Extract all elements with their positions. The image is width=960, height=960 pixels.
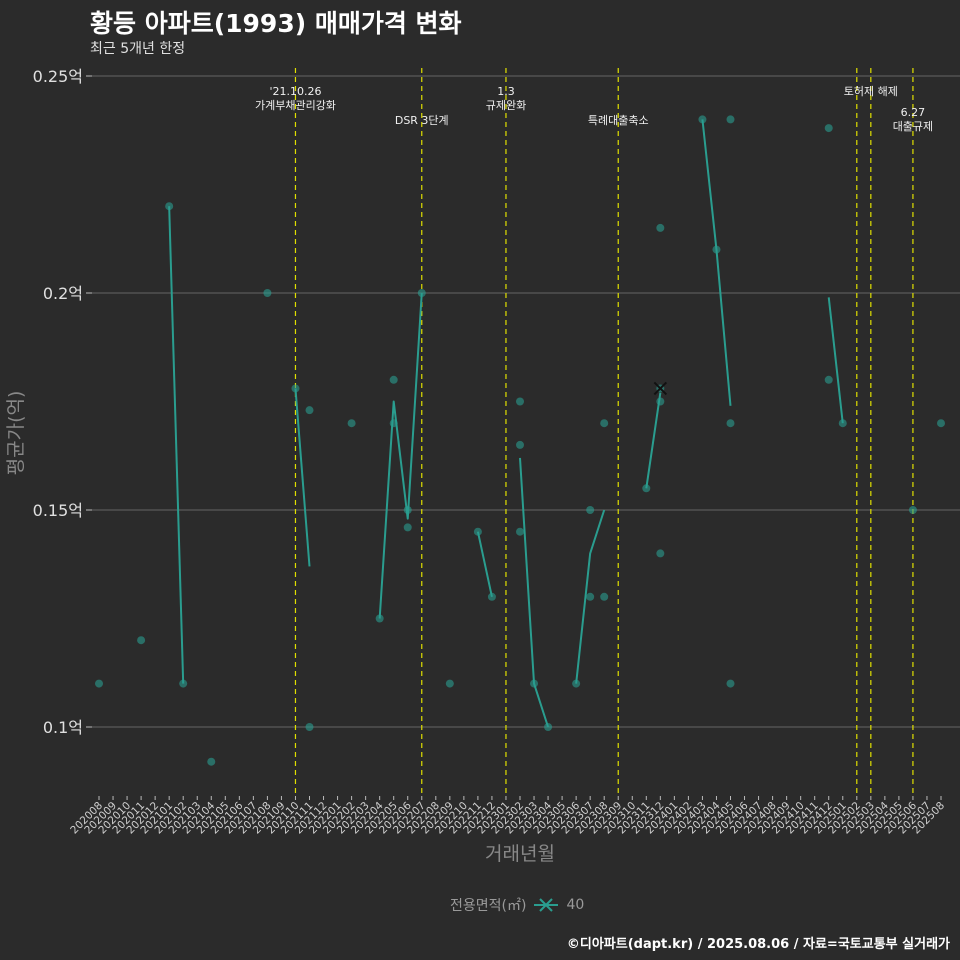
x-axis-title: 거래년월 (485, 843, 555, 865)
series-line (575, 509, 606, 684)
data-point (726, 679, 735, 688)
legend-entry-40: 40 (566, 897, 585, 913)
legend-title: 전용면적(㎡) (450, 898, 527, 914)
chart-subtitle: 최근 5개년 한정 (90, 41, 186, 57)
data-point (207, 757, 216, 766)
data-point (530, 679, 539, 688)
data-point (291, 384, 300, 393)
data-point (586, 506, 595, 514)
data-point (305, 723, 314, 731)
data-point (403, 506, 412, 514)
data-point (726, 419, 735, 428)
data-point (656, 549, 665, 558)
data-point (263, 289, 272, 297)
data-point (712, 245, 721, 254)
series-line (378, 292, 423, 619)
data-point (600, 419, 609, 428)
series-line (168, 206, 185, 684)
event-label: 1.3 (497, 85, 515, 98)
y-axis-title: 평균가(억) (5, 391, 27, 476)
series-line (294, 388, 311, 567)
series-line (701, 119, 732, 406)
data-point (656, 397, 665, 406)
data-point (726, 115, 735, 124)
data-point (347, 419, 356, 428)
data-point (698, 115, 707, 124)
data-point (516, 527, 524, 536)
data-point (937, 419, 945, 428)
event-label: 6.27 (901, 106, 926, 119)
data-point (473, 527, 482, 536)
data-point (403, 523, 412, 532)
y-tick-label: 0.1억 (43, 718, 83, 737)
data-point (642, 484, 651, 493)
event-label: 가계부채관리강화 (255, 99, 336, 112)
data-point (445, 679, 454, 688)
event-label: 규제완화 (486, 99, 526, 112)
data-point (165, 202, 174, 211)
data-point (389, 375, 398, 384)
data-point (516, 397, 524, 406)
event-label: 토허제 해제 (844, 84, 898, 98)
data-point (908, 506, 917, 514)
data-point (95, 679, 103, 688)
data-point (389, 419, 398, 428)
data-point (824, 375, 833, 384)
legend-key-icon (534, 898, 559, 912)
event-label: '21.10.26 (269, 85, 321, 98)
data-point (544, 723, 553, 731)
y-tick-label: 0.25억 (33, 67, 83, 86)
chart-title: 황등 아파트(1993) 매매가격 변화 (90, 9, 462, 38)
series-line (476, 531, 493, 598)
event-label: DSR 3단계 (395, 114, 449, 127)
data-point (516, 440, 524, 449)
data-point (137, 636, 146, 645)
source-caption: ©디아파트(dapt.kr) / 2025.08.06 / 자료=국토교통부 실… (566, 937, 950, 952)
data-point (417, 289, 426, 297)
event-label: 특례대출축소 (588, 114, 649, 127)
data-point (375, 614, 384, 623)
y-tick-label: 0.2억 (43, 284, 83, 303)
data-point (572, 679, 581, 688)
data-point (600, 592, 609, 601)
data-point (838, 419, 847, 428)
legend: 전용면적(㎡) 40 (450, 895, 584, 915)
data-point (656, 223, 665, 232)
data-point (824, 124, 833, 133)
event-label: 대출규제 (893, 120, 933, 133)
series-line (827, 297, 844, 424)
data-point (179, 679, 188, 688)
data-point (487, 592, 496, 601)
data-point (305, 406, 314, 415)
highlight-marker-icon (653, 381, 668, 396)
data-point (586, 592, 595, 601)
series-line (645, 392, 662, 489)
y-tick-label: 0.15억 (33, 501, 83, 520)
